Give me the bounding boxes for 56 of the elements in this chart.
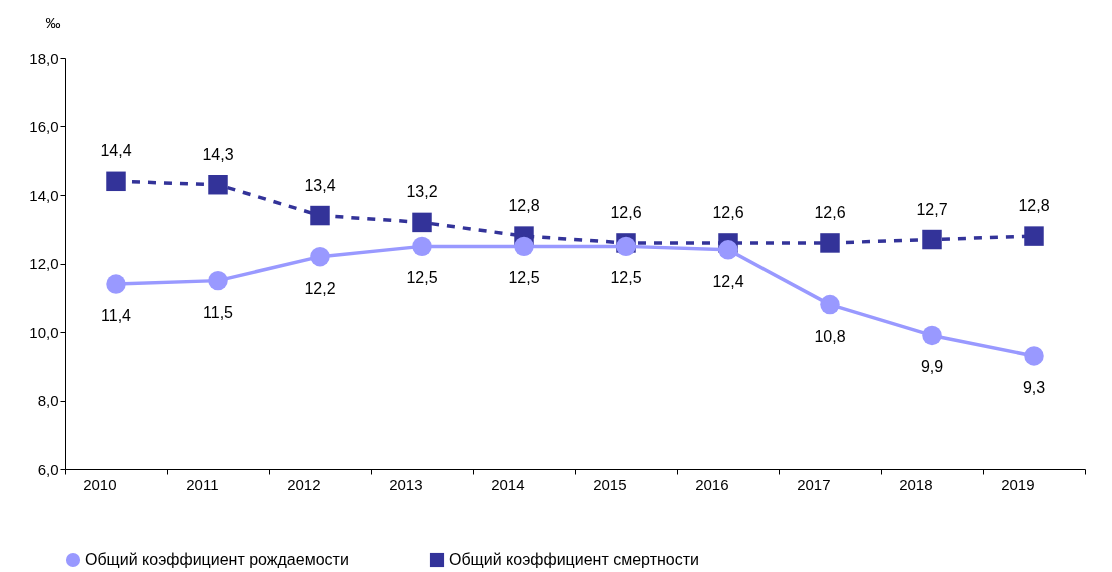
point <box>208 174 228 195</box>
point <box>820 233 840 253</box>
y-tick-label: 10,0 <box>29 323 59 341</box>
y-tick-label: 12,0 <box>29 255 59 272</box>
point <box>412 212 432 233</box>
data-label: 12,4 <box>712 272 744 290</box>
y-tick-label: 16,0 <box>29 118 59 135</box>
x-tick-label: 2017 <box>797 475 831 493</box>
point <box>310 205 330 226</box>
point <box>1024 346 1044 366</box>
data-label: 14,4 <box>100 142 132 160</box>
x-tick-label: 2014 <box>491 475 525 493</box>
data-label: 12,6 <box>814 203 846 221</box>
point <box>412 236 432 257</box>
data-label: 12,5 <box>508 269 540 287</box>
y-tick-label: 6,0 <box>37 460 59 478</box>
data-label: 14,3 <box>202 145 234 163</box>
point <box>310 246 330 267</box>
x-tick-label: 2019 <box>1001 475 1035 493</box>
x-tick-label: 2018 <box>899 475 933 493</box>
data-label: 12,2 <box>304 279 336 297</box>
legend-label: Общий коэффициент смертности <box>449 551 699 568</box>
data-label: 9,9 <box>920 358 944 376</box>
x-tick-label: 2015 <box>593 475 627 493</box>
data-label: 12,5 <box>610 269 642 287</box>
data-label: 12,6 <box>610 203 642 221</box>
point <box>106 274 126 294</box>
y-tick-label: 14,0 <box>29 186 59 204</box>
data-label: 9,3 <box>1022 378 1046 396</box>
point <box>106 171 126 192</box>
data-label: 13,2 <box>406 183 438 201</box>
data-label: 13,4 <box>304 176 336 194</box>
data-label: 12,7 <box>916 200 948 218</box>
y-tick-label: 8,0 <box>37 392 59 409</box>
data-label: 11,5 <box>203 303 234 321</box>
point <box>922 229 942 250</box>
data-label: 11,4 <box>101 307 132 325</box>
x-tick-label: 2010 <box>83 475 117 493</box>
point <box>922 325 942 346</box>
point <box>820 294 840 315</box>
x-tick-label: 2011 <box>186 475 219 493</box>
point <box>718 240 738 260</box>
x-tick-label: 2016 <box>695 475 729 493</box>
point <box>514 236 534 257</box>
data-label: 12,5 <box>406 269 438 287</box>
data-label: 10,8 <box>814 327 846 345</box>
x-tick-label: 2012 <box>287 475 321 493</box>
point <box>208 270 228 291</box>
point <box>1024 226 1044 246</box>
data-label: 12,6 <box>712 203 744 221</box>
data-label: 12,8 <box>508 197 540 215</box>
legend-label: Общий коэффициент рождаемости <box>85 551 349 568</box>
data-label: 12,8 <box>1018 197 1050 215</box>
y-tick-label: 18,0 <box>29 49 59 67</box>
x-tick-label: 2013 <box>389 475 423 493</box>
y-axis-title: ‰ <box>45 13 61 31</box>
